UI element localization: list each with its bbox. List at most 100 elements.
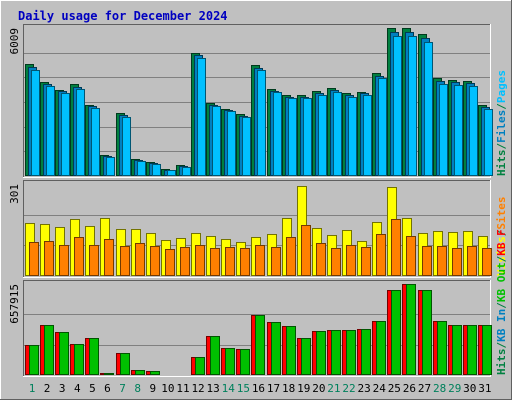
bar [240, 349, 250, 375]
bar [76, 89, 85, 176]
bar [212, 106, 221, 176]
bar [484, 109, 493, 176]
bar [195, 245, 205, 276]
x-tick-label: 17 [267, 382, 280, 395]
bar [74, 237, 84, 276]
bar [182, 167, 191, 176]
legend-entry: KB F [495, 229, 508, 256]
bar [467, 325, 477, 375]
bar [452, 248, 462, 276]
x-tick-label: 31 [478, 382, 491, 395]
bar [422, 246, 432, 276]
bar [165, 249, 175, 276]
x-tick-label: 27 [418, 382, 431, 395]
legend-entry: Hits [495, 150, 508, 177]
bar [454, 85, 463, 176]
x-tick-label: 28 [433, 382, 446, 395]
bar [210, 248, 220, 276]
bar [273, 92, 282, 176]
bar [44, 241, 54, 276]
bar [135, 243, 145, 276]
legend-label: Hits/Files/Pages [495, 70, 508, 176]
legend-entry: Sites [495, 197, 508, 230]
x-tick-label: 7 [119, 382, 126, 395]
bar [391, 290, 401, 375]
y-axis-max-label: 301 [8, 184, 21, 204]
bar [29, 345, 39, 375]
bar [104, 373, 114, 375]
bar [120, 246, 130, 276]
bar [150, 371, 160, 375]
x-tick-label: 3 [59, 382, 66, 395]
bar [318, 95, 327, 176]
x-tick-label: 20 [312, 382, 325, 395]
legend-entry: KB In [495, 309, 508, 342]
bar [61, 93, 70, 176]
x-tick-label: 16 [252, 382, 265, 395]
bar [104, 239, 114, 276]
legend-entry: KB Out [495, 262, 508, 302]
x-tick-label: 4 [74, 382, 81, 395]
bar [91, 108, 100, 176]
bar [120, 353, 130, 375]
y-axis-max-label: 6009 [8, 28, 21, 55]
legend-label: Visits/Sites [495, 197, 508, 277]
legend-entry: Pages [495, 70, 508, 103]
bar [257, 70, 266, 176]
bar [452, 325, 462, 375]
bar [346, 330, 356, 375]
bar [393, 36, 402, 176]
bar [255, 315, 265, 375]
x-tick-label: 6 [104, 382, 111, 395]
x-tick-label: 2 [44, 382, 51, 395]
bar [225, 348, 235, 375]
bar [439, 84, 448, 176]
series-kb-out [29, 284, 492, 375]
x-tick-label: 5 [89, 382, 96, 395]
bar [408, 36, 417, 176]
bar [316, 331, 326, 375]
bar [406, 236, 416, 276]
bar [363, 95, 372, 176]
bar [255, 245, 265, 276]
y-axis-max-label: 657915 [8, 284, 21, 324]
series-sites [29, 219, 492, 276]
bar [378, 78, 387, 176]
bar [286, 237, 296, 276]
bar [240, 248, 250, 276]
bar [167, 170, 176, 176]
bar [197, 58, 206, 176]
x-tick-label: 30 [463, 382, 476, 395]
bar [348, 97, 357, 176]
bar [301, 225, 311, 276]
x-tick-label: 12 [191, 382, 204, 395]
bar [271, 322, 281, 375]
bar [303, 98, 312, 176]
legend-entry: / [495, 302, 508, 309]
legend-entry: Hits [495, 349, 508, 376]
bar [331, 330, 341, 375]
bar [288, 98, 297, 176]
x-tick-label: 22 [342, 382, 355, 395]
bar [286, 326, 296, 375]
bar [122, 117, 131, 176]
legend-entry: Files [495, 110, 508, 143]
bar [59, 245, 69, 276]
x-tick-label: 9 [149, 382, 156, 395]
bar [376, 321, 386, 375]
bar [89, 338, 99, 375]
bar [242, 117, 251, 176]
x-tick-label: 1 [29, 382, 36, 395]
bar [406, 284, 416, 375]
bar [333, 92, 342, 176]
x-tick-label: 26 [403, 382, 416, 395]
chart-panels: 6009Hits/Files/Pages301Visits/Sites65791… [8, 24, 508, 377]
bar [346, 245, 356, 276]
legend-label: Hits/KB In/KB Out/KB F [495, 229, 508, 375]
bar [271, 247, 281, 276]
bar [152, 164, 161, 176]
x-tick-label: 10 [161, 382, 174, 395]
bar [180, 247, 190, 276]
bar [301, 338, 311, 375]
legend-entry: / [495, 229, 508, 236]
